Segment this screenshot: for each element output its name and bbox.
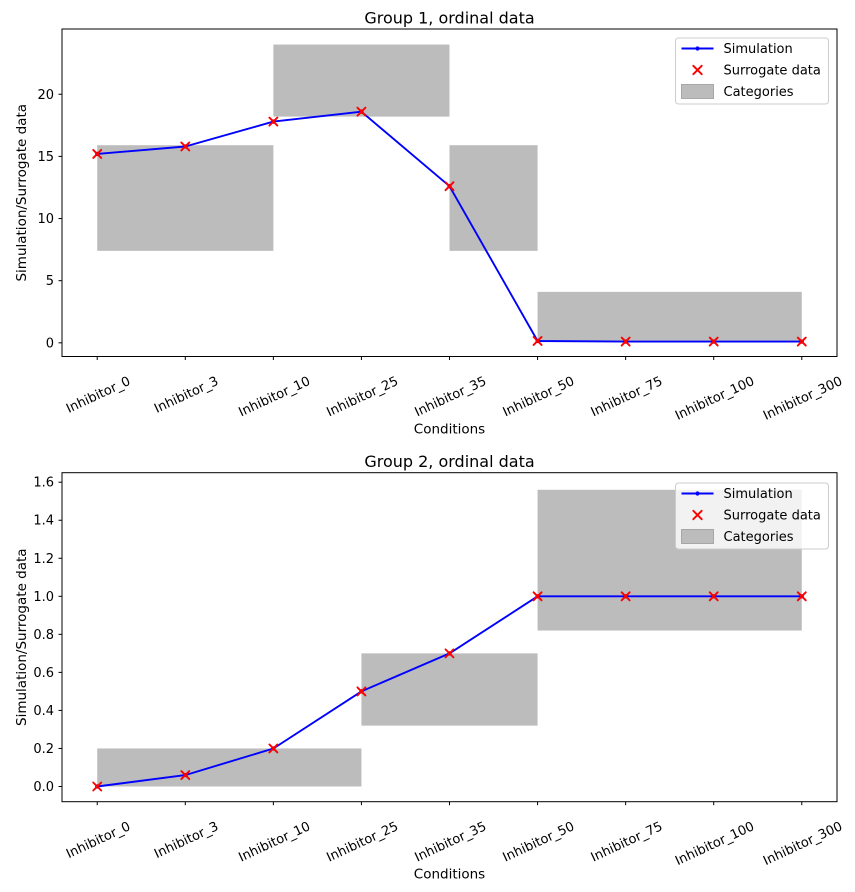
- legend-line-dot-icon: [695, 46, 700, 51]
- y-tick-label: 0.8: [33, 628, 54, 643]
- surrogate-marker: [180, 770, 191, 781]
- x-tick-label: Inhibitor_50: [501, 819, 577, 865]
- surrogate-marker: [796, 336, 807, 347]
- y-tick-label: 0.4: [33, 704, 54, 719]
- y-tick-label: 0.2: [33, 742, 54, 757]
- surrogate-marker: [708, 591, 719, 602]
- y-tick-label: 1.0: [33, 590, 54, 605]
- legend-entry-surrogate-data: Surrogate data: [692, 509, 821, 524]
- x-tick-label: Inhibitor_100: [673, 374, 757, 424]
- surrogate-marker: [620, 591, 631, 602]
- legend-x-icon: [692, 509, 703, 521]
- chart-group2: 0.0 0.2 0.4 0.6 0.8 1.0 1.2 1.4 1.6 Inhibitor_0 In…: [14, 452, 845, 883]
- surrogate-marker: [180, 141, 191, 152]
- legend-label: Simulation: [724, 42, 793, 57]
- surrogate-marker: [708, 336, 719, 347]
- x-tick-label: Inhibitor_3: [152, 819, 221, 862]
- legend-line-dot-icon: [695, 491, 700, 496]
- y-tick-label: 10: [37, 212, 54, 227]
- surrogate-marker: [268, 116, 279, 127]
- x-tick-label: Inhibitor_0: [64, 374, 133, 417]
- x-tick-label: Inhibitor_35: [413, 374, 489, 420]
- x-tick-label: Inhibitor_300: [761, 374, 845, 424]
- y-tick-label: 1.4: [33, 514, 54, 529]
- legend-label: Categories: [724, 530, 794, 545]
- x-tick-label: Inhibitor_300: [761, 819, 845, 869]
- legend-patch-icon: [681, 84, 714, 99]
- y-tick-label: 0.0: [33, 780, 54, 795]
- y-tick-label: 5: [46, 274, 54, 289]
- y-tick-label: 1.6: [33, 476, 54, 491]
- x-tick-label: Inhibitor_0: [64, 819, 133, 862]
- surrogate-marker: [532, 591, 543, 602]
- legend-entry-simulation: Simulation: [681, 42, 793, 57]
- x-tick-label: Inhibitor_25: [325, 819, 401, 865]
- x-axis-label: Conditions: [414, 422, 485, 438]
- x-tick-label: Inhibitor_75: [589, 819, 665, 865]
- legend-label: Simulation: [724, 487, 793, 502]
- x-tick-label: Inhibitor_75: [589, 374, 665, 420]
- surrogate-marker: [356, 106, 367, 117]
- category-box: [273, 44, 450, 117]
- legend-label: Surrogate data: [724, 509, 821, 524]
- y-axis-label: Simulation/Surrogate data: [14, 548, 30, 726]
- surrogate-marker: [620, 336, 631, 347]
- y-tick-label: 1.2: [33, 552, 54, 567]
- legend-x-icon: [692, 64, 703, 76]
- chart-title: Group 1, ordinal data: [364, 9, 534, 28]
- chart-group1: 0 5 10 15 20 Inhibitor_0 Inhibitor_3 Inhibitor_…: [14, 9, 845, 438]
- x-tick-label: Inhibitor_10: [236, 819, 312, 865]
- x-tick-label: Inhibitor_10: [236, 374, 312, 420]
- x-tick-label: Inhibitor_3: [152, 374, 221, 417]
- category-box: [449, 145, 538, 251]
- x-axis-label: Conditions: [414, 867, 485, 883]
- x-tick-label: Inhibitor_35: [413, 819, 489, 865]
- surrogate-marker: [444, 648, 455, 659]
- y-tick-label: 0.6: [33, 666, 54, 681]
- legend-label: Categories: [724, 85, 794, 100]
- category-box: [537, 291, 802, 342]
- surrogate-marker: [92, 148, 103, 159]
- category-box: [361, 653, 538, 726]
- x-tick-label: Inhibitor_50: [501, 374, 577, 420]
- legend-patch-icon: [681, 529, 714, 544]
- legend: Simulation Surrogate data Categories: [675, 37, 829, 105]
- y-tick-label: 15: [37, 150, 54, 165]
- surrogate-marker: [356, 686, 367, 697]
- x-tick-label: Inhibitor_100: [673, 819, 757, 869]
- surrogate-marker: [92, 781, 103, 792]
- legend-label: Surrogate data: [724, 64, 821, 79]
- legend-entry-categories: Categories: [681, 529, 794, 545]
- x-tick-label: Inhibitor_25: [325, 374, 401, 420]
- legend: Simulation Surrogate data Categories: [675, 482, 829, 550]
- y-axis-label: Simulation/Surrogate data: [14, 104, 30, 282]
- category-box: [97, 145, 274, 251]
- surrogate-marker: [796, 591, 807, 602]
- legend-entry-surrogate-data: Surrogate data: [692, 64, 821, 79]
- surrogate-marker: [268, 743, 279, 754]
- surrogate-marker: [532, 336, 543, 346]
- legend-entry-categories: Categories: [681, 84, 794, 100]
- y-tick-label: 20: [37, 88, 54, 103]
- y-tick-label: 0: [46, 336, 54, 351]
- chart-title: Group 2, ordinal data: [364, 452, 534, 471]
- legend-entry-simulation: Simulation: [681, 487, 793, 502]
- surrogate-marker: [444, 181, 455, 192]
